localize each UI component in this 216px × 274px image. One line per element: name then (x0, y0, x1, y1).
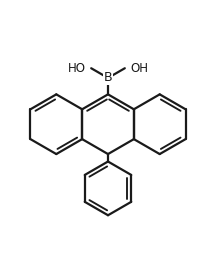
Text: HO: HO (68, 62, 86, 75)
Text: B: B (104, 72, 112, 84)
Text: OH: OH (130, 62, 148, 75)
